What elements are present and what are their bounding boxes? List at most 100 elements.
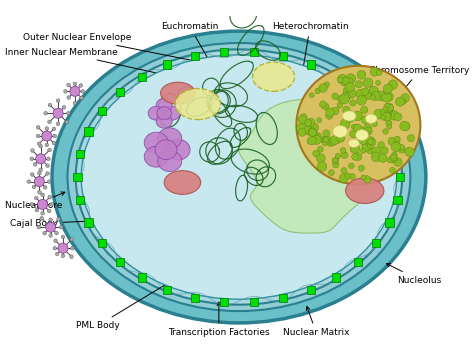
Bar — [98, 239, 106, 247]
Circle shape — [313, 150, 319, 157]
Ellipse shape — [348, 139, 359, 147]
Circle shape — [400, 96, 407, 104]
Text: Transcription Factories: Transcription Factories — [168, 302, 270, 338]
Circle shape — [366, 137, 375, 145]
Circle shape — [70, 255, 73, 258]
Circle shape — [319, 84, 327, 92]
Circle shape — [345, 173, 351, 179]
Bar — [372, 239, 380, 247]
Bar — [354, 258, 362, 266]
Circle shape — [45, 143, 49, 147]
Bar — [279, 52, 287, 60]
Circle shape — [53, 246, 57, 250]
Ellipse shape — [155, 140, 177, 159]
Circle shape — [310, 93, 314, 98]
Circle shape — [357, 70, 366, 79]
Circle shape — [30, 173, 34, 176]
Bar — [116, 258, 124, 266]
Ellipse shape — [161, 82, 195, 104]
Circle shape — [407, 135, 415, 142]
Circle shape — [362, 142, 371, 151]
Circle shape — [53, 134, 56, 138]
Circle shape — [52, 141, 56, 145]
Circle shape — [371, 147, 381, 156]
Ellipse shape — [164, 171, 201, 195]
Circle shape — [364, 124, 372, 132]
Bar — [137, 273, 146, 282]
Ellipse shape — [76, 49, 402, 305]
Circle shape — [41, 212, 45, 215]
Circle shape — [317, 133, 321, 137]
Circle shape — [55, 252, 59, 256]
Circle shape — [37, 225, 41, 229]
Circle shape — [48, 148, 51, 152]
Circle shape — [73, 101, 77, 105]
Circle shape — [40, 217, 44, 220]
Circle shape — [370, 87, 377, 94]
Circle shape — [42, 131, 52, 141]
Circle shape — [371, 92, 380, 100]
Circle shape — [394, 136, 400, 142]
Circle shape — [79, 83, 82, 87]
Circle shape — [65, 120, 69, 124]
Bar — [279, 294, 287, 302]
Circle shape — [332, 158, 338, 164]
Circle shape — [30, 157, 34, 160]
Circle shape — [364, 127, 372, 135]
Circle shape — [365, 79, 373, 87]
Text: Nuclear Pore: Nuclear Pore — [5, 192, 65, 210]
Ellipse shape — [148, 106, 164, 120]
Circle shape — [33, 163, 37, 166]
Bar — [116, 88, 124, 96]
Circle shape — [328, 170, 335, 176]
Circle shape — [56, 99, 60, 103]
Circle shape — [31, 149, 34, 152]
Circle shape — [361, 116, 369, 124]
Circle shape — [346, 78, 353, 86]
Circle shape — [337, 77, 343, 83]
Circle shape — [390, 154, 397, 161]
Circle shape — [383, 103, 393, 113]
Circle shape — [304, 126, 313, 135]
Circle shape — [326, 108, 334, 117]
Circle shape — [62, 105, 66, 109]
Ellipse shape — [158, 151, 182, 171]
Circle shape — [405, 148, 411, 154]
Ellipse shape — [156, 98, 172, 112]
Circle shape — [53, 108, 63, 118]
Circle shape — [383, 129, 388, 134]
Circle shape — [382, 92, 392, 102]
Circle shape — [308, 128, 316, 136]
Circle shape — [369, 139, 376, 146]
Circle shape — [385, 93, 393, 101]
Ellipse shape — [81, 55, 397, 299]
Ellipse shape — [158, 128, 182, 149]
Circle shape — [386, 120, 392, 126]
Circle shape — [399, 144, 404, 151]
Circle shape — [347, 88, 355, 95]
Ellipse shape — [156, 114, 172, 128]
Circle shape — [71, 246, 74, 250]
Text: Heterochromatin: Heterochromatin — [272, 22, 348, 77]
Circle shape — [384, 89, 390, 94]
Circle shape — [335, 153, 341, 159]
Circle shape — [39, 144, 43, 148]
Circle shape — [351, 124, 356, 129]
Circle shape — [356, 89, 365, 98]
Circle shape — [364, 176, 371, 183]
Circle shape — [310, 123, 319, 132]
Circle shape — [338, 135, 345, 142]
Circle shape — [401, 93, 410, 102]
Circle shape — [341, 93, 350, 102]
Bar — [76, 150, 84, 158]
Circle shape — [37, 190, 41, 194]
Circle shape — [374, 109, 384, 119]
Circle shape — [81, 89, 84, 93]
Text: Cajal Body: Cajal Body — [10, 217, 157, 228]
Circle shape — [387, 124, 392, 129]
Circle shape — [37, 200, 47, 209]
Circle shape — [387, 104, 393, 111]
Ellipse shape — [346, 178, 384, 203]
Circle shape — [43, 231, 46, 235]
Bar — [220, 48, 228, 56]
